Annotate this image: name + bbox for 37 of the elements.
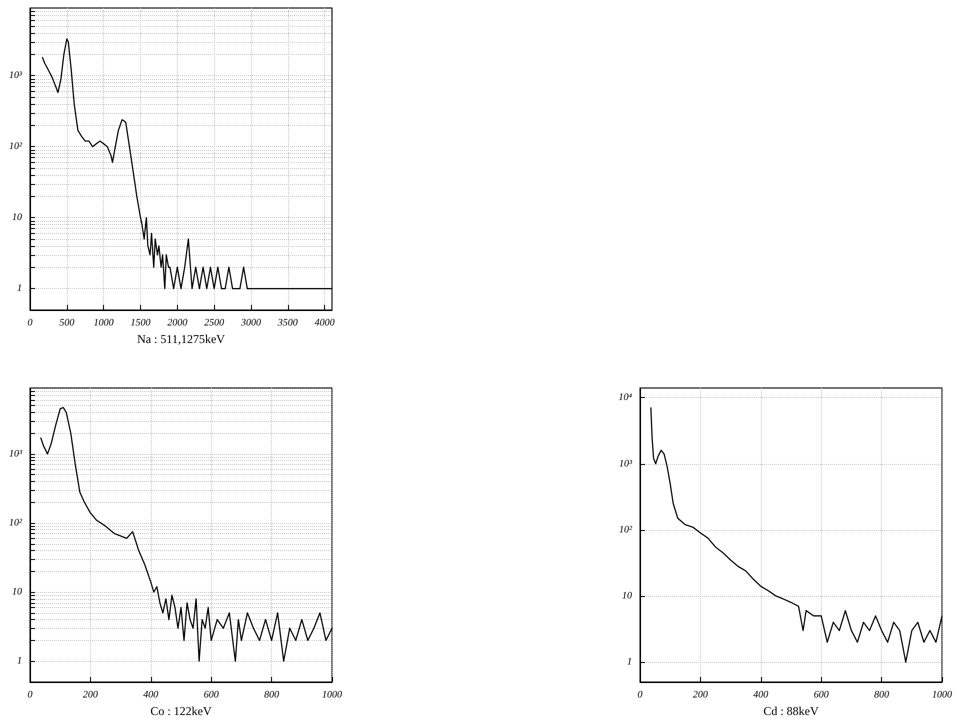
y-tick-label: 10³ [619,458,633,470]
x-tick-label: 1000 [94,318,114,328]
x-axis-title: Na : 511,1275keV [137,332,226,346]
x-tick-label: 200 [82,690,98,700]
y-tick-label: 10 [12,586,22,598]
x-tick-label: 1500 [130,318,150,328]
x-tick-label: 600 [204,690,219,700]
x-axis-title: Cd : 88keV [763,704,819,718]
y-tick-label: 1 [17,656,22,667]
x-tick-label: 400 [753,690,768,700]
x-tick-label: 2500 [204,318,224,328]
x-tick-label: 600 [814,690,829,700]
x-axis-title: Co : 122keV [150,704,212,718]
y-tick-label: 10³ [9,448,23,460]
y-tick-label: 1 [17,283,22,294]
y-tick-label: 10² [9,141,23,152]
x-tick-label: 400 [143,690,158,700]
y-tick-label: 10² [619,524,633,536]
y-tick-label: 10 [12,212,22,224]
y-tick-label: 10³ [9,70,23,82]
x-tick-label: 0 [28,690,32,700]
x-tick-label: 0 [638,690,642,700]
x-tick-label: 3500 [276,318,298,328]
x-tick-label: 1000 [322,690,342,700]
x-tick-label: 2000 [167,318,188,328]
x-tick-label: 3000 [240,318,261,328]
x-tick-label: 500 [59,318,74,328]
y-tick-label: 10⁴ [618,392,633,404]
x-tick-label: 800 [264,690,280,700]
x-tick-label: 800 [874,690,890,700]
x-tick-label: 1000 [932,690,952,700]
y-tick-label: 10 [622,590,632,602]
x-tick-label: 4000 [314,318,335,328]
y-tick-label: 10² [9,518,23,529]
y-tick-label: 1 [627,656,632,668]
x-tick-label: 0 [28,318,32,328]
x-tick-label: 200 [692,690,708,700]
